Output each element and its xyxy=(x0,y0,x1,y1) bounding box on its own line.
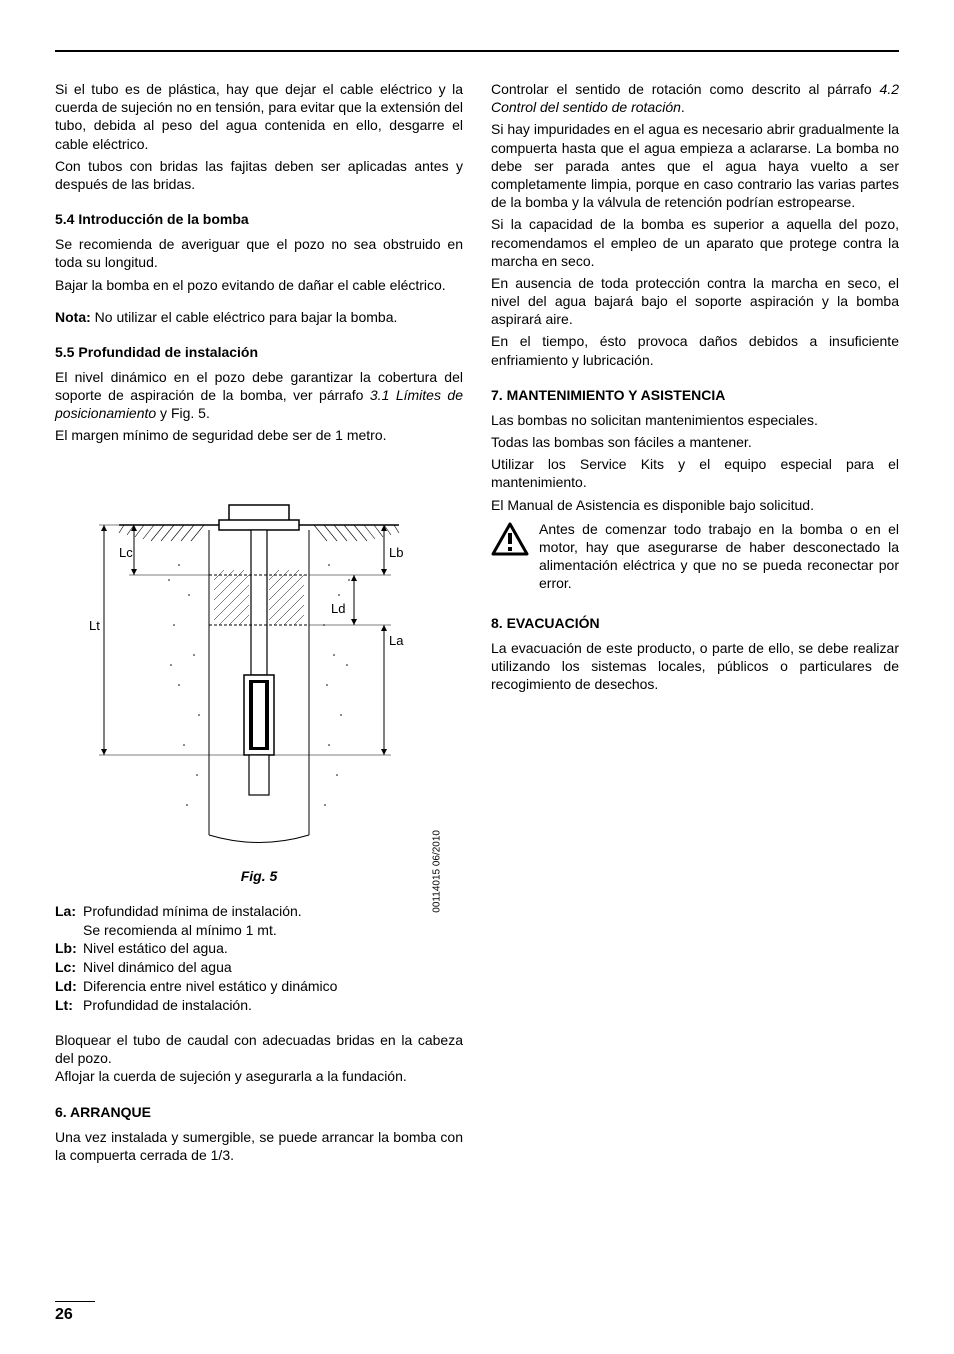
def-val: Profundidad mínima de instalación. xyxy=(83,902,463,921)
def-val: Se recomienda al mínimo 1 mt. xyxy=(83,921,463,940)
paragraph: Si hay impuridades en el agua es necesar… xyxy=(491,120,899,211)
note-label: Nota: xyxy=(55,309,91,325)
text: Controlar el sentido de rotación como de… xyxy=(491,81,880,97)
definition-row: Lb: Nivel estático del agua. xyxy=(55,939,463,958)
def-key: La: xyxy=(55,902,83,921)
paragraph: Las bombas no solicitan mantenimientos e… xyxy=(491,411,899,429)
note-text: No utilizar el cable eléctrico para baja… xyxy=(91,309,398,325)
section-5-5-title: 5.5 Profundidad de instalación xyxy=(55,344,463,360)
def-key: Ld: xyxy=(55,977,83,996)
def-val: Nivel estático del agua. xyxy=(83,939,463,958)
definition-row: Lt: Profundidad de instalación. xyxy=(55,996,463,1015)
section-7-title: 7. MANTENIMIENTO Y ASISTENCIA xyxy=(491,387,899,403)
def-key: Lc: xyxy=(55,958,83,977)
figure-code: 00114015 06/2010 xyxy=(432,830,443,913)
figure-5: Lc Lt Lb xyxy=(55,465,463,884)
label-lc: Lc xyxy=(119,545,133,560)
well-diagram-svg: Lc Lt Lb xyxy=(79,465,439,855)
paragraph: Todas las bombas son fáciles a mantener. xyxy=(491,433,899,451)
figure-caption: Fig. 5 xyxy=(55,868,463,884)
section-5-4-title: 5.4 Introducción de la bomba xyxy=(55,211,463,227)
def-val: Profundidad de instalación. xyxy=(83,996,463,1015)
def-key xyxy=(55,921,83,940)
page-number: 26 xyxy=(55,1301,95,1324)
paragraph: Utilizar los Service Kits y el equipo es… xyxy=(491,455,899,491)
two-column-layout: Si el tubo es de plástica, hay que dejar… xyxy=(55,80,899,1168)
definition-row: Se recomienda al mínimo 1 mt. xyxy=(55,921,463,940)
def-key: Lb: xyxy=(55,939,83,958)
section-8-title: 8. EVACUACIÓN xyxy=(491,615,899,631)
paragraph: Si el tubo es de plástica, hay que dejar… xyxy=(55,80,463,153)
paragraph: En el tiempo, ésto provoca daños debidos… xyxy=(491,332,899,368)
figure-svg-wrap: Lc Lt Lb xyxy=(79,465,439,860)
warning-block: Antes de comenzar todo trabajo en la bom… xyxy=(491,520,899,593)
label-ld: Ld xyxy=(331,601,345,616)
paragraph: Bajar la bomba en el pozo evitando de da… xyxy=(55,276,463,294)
left-column: Si el tubo es de plástica, hay que dejar… xyxy=(55,80,463,1168)
paragraph: Se recomienda de averiguar que el pozo n… xyxy=(55,235,463,271)
def-val: Diferencia entre nivel estático y dinámi… xyxy=(83,977,463,996)
paragraph: Si la capacidad de la bomba es superior … xyxy=(491,215,899,270)
paragraph: Bloquear el tubo de caudal con adecuadas… xyxy=(55,1031,463,1067)
def-key: Lt: xyxy=(55,996,83,1015)
header-rule xyxy=(55,50,899,52)
definition-row: La: Profundidad mínima de instalación. xyxy=(55,902,463,921)
note-paragraph: Nota: No utilizar el cable eléctrico par… xyxy=(55,308,463,326)
label-la: La xyxy=(389,633,404,648)
paragraph: El nivel dinámico en el pozo debe garant… xyxy=(55,368,463,423)
paragraph: Con tubos con bridas las fajitas deben s… xyxy=(55,157,463,193)
paragraph: Controlar el sentido de rotación como de… xyxy=(491,80,899,116)
paragraph: El Manual de Asistencia es disponible ba… xyxy=(491,496,899,514)
paragraph: El margen mínimo de seguridad debe ser d… xyxy=(55,426,463,444)
definition-row: Lc: Nivel dinámico del agua xyxy=(55,958,463,977)
label-lb: Lb xyxy=(389,545,403,560)
paragraph: La evacuación de este producto, o parte … xyxy=(491,639,899,694)
warning-text: Antes de comenzar todo trabajo en la bom… xyxy=(539,520,899,593)
text: y Fig. 5. xyxy=(156,405,210,421)
paragraph: Aflojar la cuerda de sujeción y asegurar… xyxy=(55,1067,463,1085)
right-column: Controlar el sentido de rotación como de… xyxy=(491,80,899,1168)
warning-icon xyxy=(491,522,529,561)
section-6-title: 6. ARRANQUE xyxy=(55,1104,463,1120)
definition-row: Ld: Diferencia entre nivel estático y di… xyxy=(55,977,463,996)
def-val: Nivel dinámico del agua xyxy=(83,958,463,977)
text: . xyxy=(681,99,685,115)
definition-list: La: Profundidad mínima de instalación. S… xyxy=(55,902,463,1015)
label-lt: Lt xyxy=(89,618,100,633)
paragraph: Una vez instalada y sumergible, se puede… xyxy=(55,1128,463,1164)
paragraph: En ausencia de toda protección contra la… xyxy=(491,274,899,329)
